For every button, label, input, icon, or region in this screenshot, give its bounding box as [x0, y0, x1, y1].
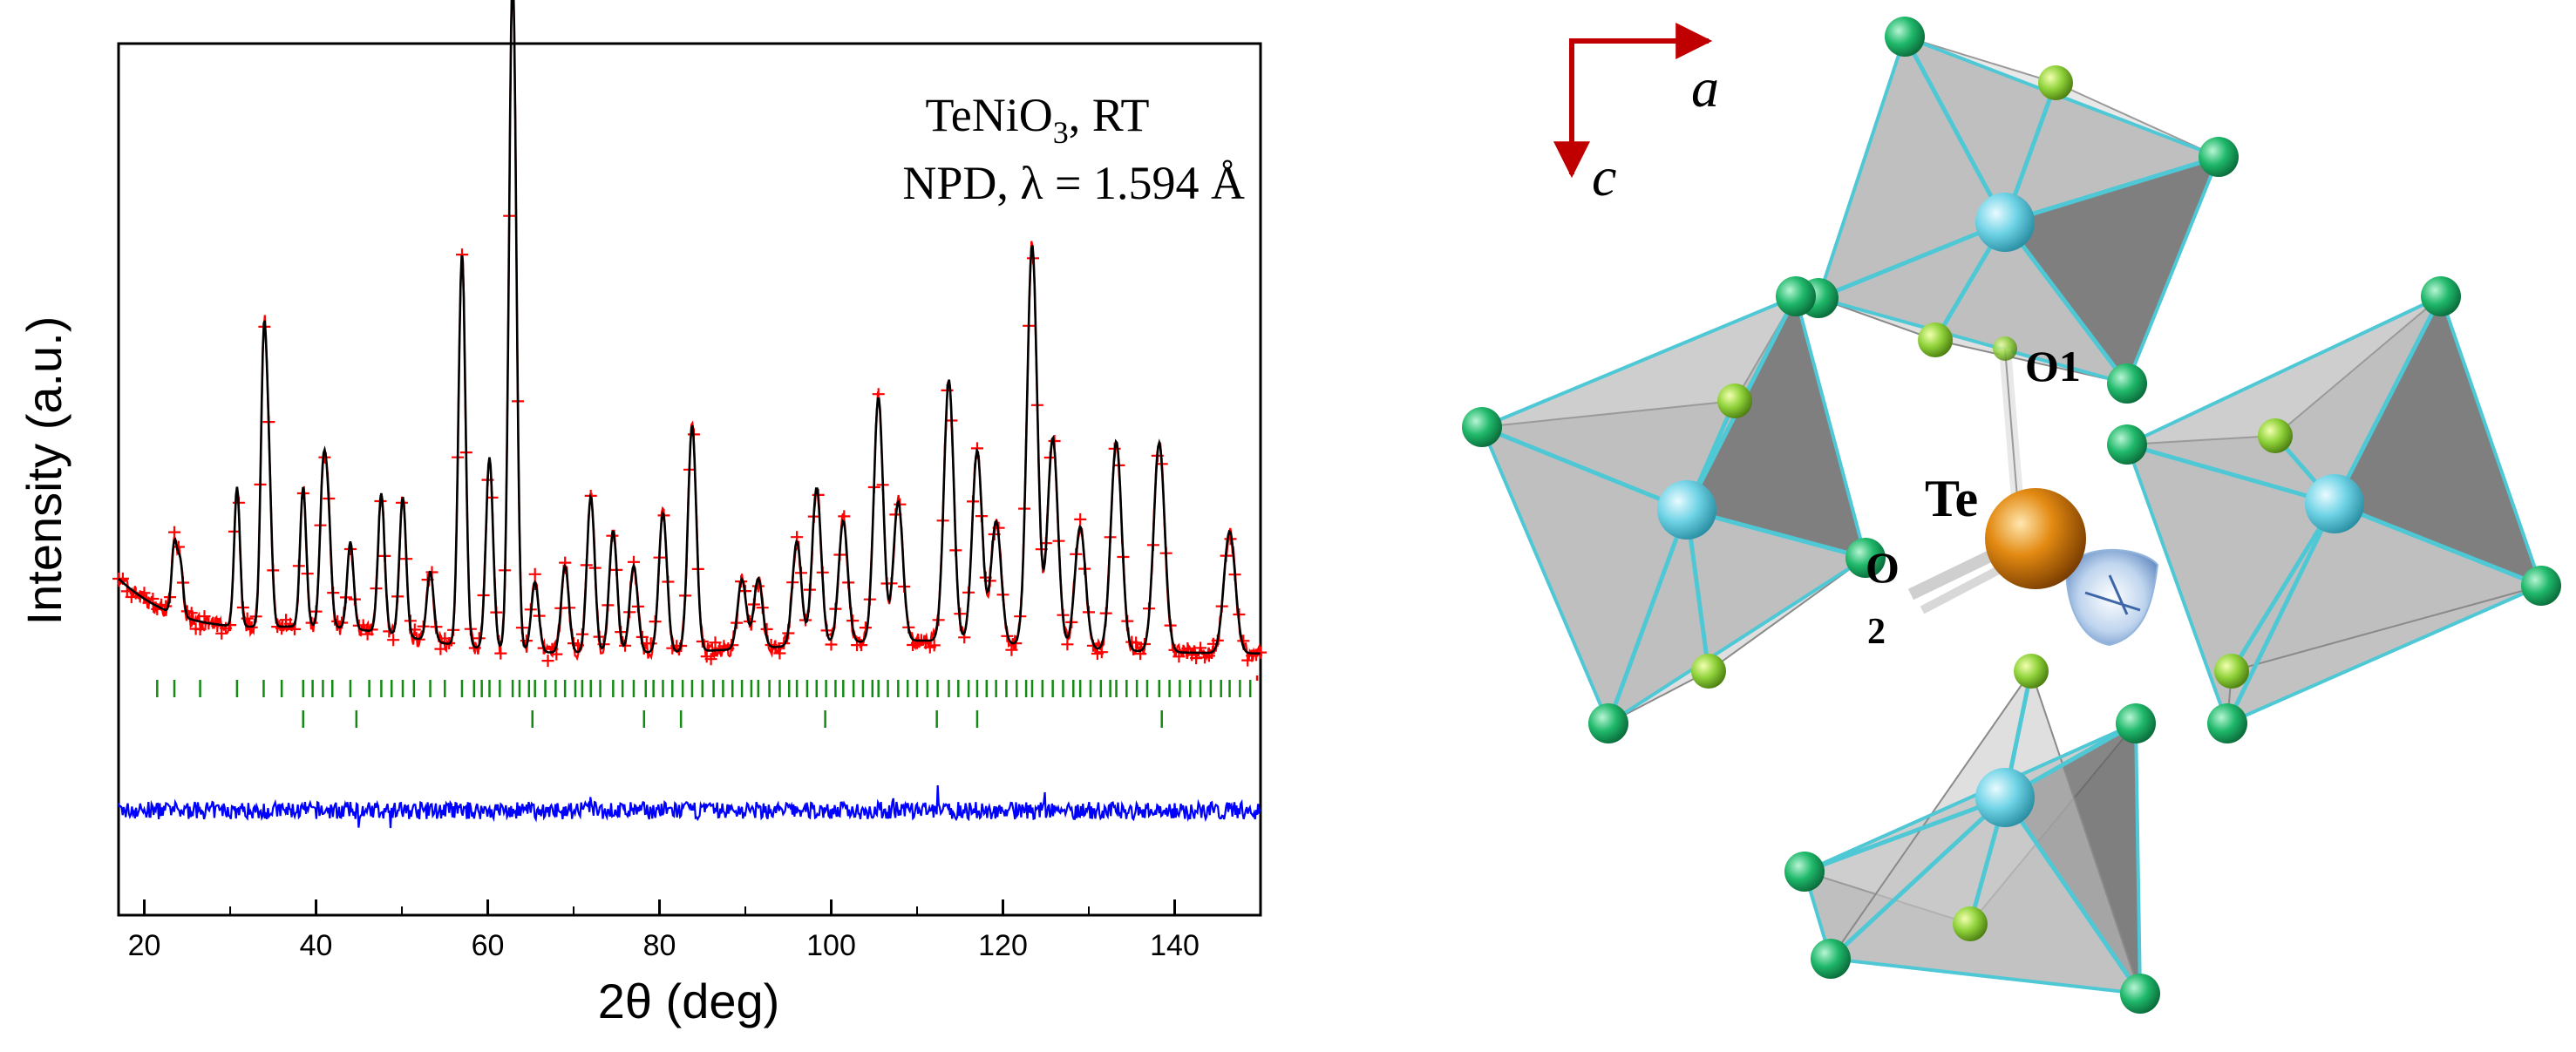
o-planar-atom — [1717, 383, 1752, 418]
x-axis-label: 2θ (deg) — [598, 974, 780, 1028]
ni-o-bond — [2334, 501, 2542, 588]
bragg-markers-phase2 — [302, 710, 1163, 728]
x-tick-label: 120 — [978, 929, 1028, 962]
x-tick-label: 100 — [806, 929, 856, 962]
o-planar-atom — [1691, 654, 1726, 689]
octahedron-right — [2107, 276, 2561, 743]
o-apical-atom — [1885, 17, 1925, 57]
te-atom — [1985, 488, 2086, 589]
o2-label-upper: O — [1866, 543, 1900, 592]
octahedron-edge — [1817, 36, 1907, 299]
te-coordination — [1907, 336, 2159, 647]
crystal-structure: a c O1 Te O 2 — [1462, 17, 2561, 1014]
octahedron-edge — [2134, 723, 2142, 994]
ni-o-bond — [2004, 154, 2219, 225]
plot-title-compound: TeNiO — [926, 89, 1053, 141]
ni-o-bond — [1829, 796, 2007, 960]
ni-o-bond — [2332, 295, 2443, 506]
octahedron-edge — [2439, 295, 2543, 587]
ni-o-bond — [1902, 35, 2008, 224]
o1-atom — [1993, 336, 2017, 361]
ni-atom — [1657, 480, 1716, 540]
octahedron-edge — [1607, 556, 1867, 725]
o-apical-atom — [1776, 276, 1816, 316]
octahedron-edge — [2126, 295, 2442, 446]
plot-title-condition: , RT — [1069, 89, 1150, 141]
o-apical-atom — [2107, 424, 2147, 465]
x-tick-label: 80 — [643, 929, 676, 962]
o-apical-atom — [2421, 276, 2461, 316]
octahedron-edge — [1804, 722, 2137, 873]
npd-plot: 20 40 60 80 100 120 140 TeNiO3, RT NPD, λ = 1.… — [17, 0, 1267, 1028]
c-axis-label: c — [1592, 146, 1616, 207]
octahedron-top — [1798, 17, 2239, 404]
ni-o-bond — [1606, 509, 1689, 724]
ni-atom — [1975, 768, 2035, 827]
x-axis-tick-labels: 20 40 60 80 100 120 140 — [128, 929, 1200, 962]
o-apical-atom — [2116, 703, 2156, 743]
plot-title-line2: NPD, λ = 1.594 Å — [902, 157, 1245, 209]
o-planar-atom — [2038, 65, 2073, 100]
o-planar-atom — [2258, 418, 2293, 453]
octahedron-left — [1462, 276, 1886, 743]
o-apical-atom — [1811, 939, 1851, 979]
octahedron-edge — [1818, 296, 2128, 385]
axis-indicator: a c — [1553, 23, 1719, 207]
octahedron-edge — [1830, 957, 2141, 995]
o1-label: O1 — [2025, 342, 2081, 390]
o-apical-atom — [2120, 974, 2160, 1014]
octahedron-edge — [2125, 156, 2220, 384]
ni-o-bond — [1686, 507, 1866, 560]
octahedron-bottom — [1784, 654, 2160, 1014]
ni-o-bond — [2002, 796, 2143, 995]
plot-title-subscript: 3 — [1053, 115, 1069, 150]
plot-title-line1: TeNiO3, RT — [926, 89, 1150, 150]
ni-o-bond — [1804, 795, 2006, 874]
o-planar-atom — [1953, 906, 1988, 941]
calculated-pattern — [118, 0, 1261, 655]
o-apical-atom — [1588, 703, 1628, 743]
x-tick-label: 60 — [472, 929, 505, 962]
x-tick-label: 140 — [1150, 929, 1200, 962]
o-planar-atom — [1918, 322, 1953, 357]
te-o2-bond-lower — [1920, 562, 2008, 614]
o-planar-atom — [2014, 654, 2049, 689]
plot-frame — [117, 42, 1262, 917]
octahedron-edge — [2226, 584, 2542, 725]
ni-o-bond — [2003, 221, 2129, 385]
y-axis-label: Intensity (a.u.) — [17, 316, 71, 626]
ni-atom — [1975, 193, 2035, 252]
ni-atom — [2305, 474, 2364, 533]
ni-o-bond — [1818, 220, 2006, 301]
o-apical-atom — [1845, 538, 1886, 578]
ni-o-bond — [2225, 502, 2337, 725]
o2-label-upper-sub: 2 — [1867, 612, 1886, 652]
o-apical-atom — [2521, 566, 2561, 606]
ni-o-bond — [2126, 442, 2335, 506]
lone-pair-lobe-detail — [2084, 574, 2141, 615]
x-axis-ticks — [143, 899, 1261, 915]
ni-o-bond — [2229, 502, 2337, 673]
o-planar-atom — [2214, 654, 2249, 689]
ni-o-bond — [1481, 424, 1688, 512]
o-apical-atom — [1784, 852, 1825, 892]
o-apical-atom — [2107, 363, 2147, 404]
octahedron-edge — [1481, 295, 1797, 429]
octahedron-edge — [2125, 444, 2229, 724]
difference-curve — [117, 784, 1261, 829]
te-label: Te — [1925, 470, 1978, 527]
lone-pair-lobe — [2064, 549, 2159, 647]
o-apical-atom — [2207, 703, 2247, 743]
x-tick-label: 20 — [128, 929, 161, 962]
nio6-octahedra — [1462, 17, 2561, 1014]
a-axis-label: a — [1691, 57, 1719, 119]
octahedron-edge — [1480, 426, 1610, 724]
o-apical-atom — [2199, 137, 2239, 177]
o-apical-atom — [1462, 407, 1502, 447]
octahedron-edge — [1794, 295, 1867, 559]
x-tick-label: 40 — [300, 929, 333, 962]
bragg-markers-phase1 — [156, 680, 1252, 697]
